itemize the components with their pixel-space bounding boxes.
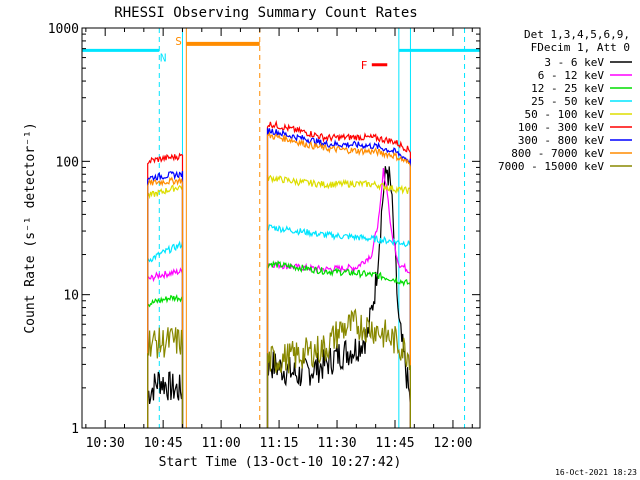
series-line-6 bbox=[266, 128, 411, 428]
x-tick-label: 12:00 bbox=[433, 436, 472, 451]
x-axis: 10:30 10:45 11:00 11:15 11:30 11:45 12:00 bbox=[85, 28, 473, 451]
y-axis: 1 10 100 1000 bbox=[48, 22, 480, 437]
chart-title: RHESSI Observing Summary Count Rates bbox=[114, 5, 417, 21]
y-axis-label: Count Rate (s⁻¹ detector⁻¹) bbox=[23, 122, 38, 333]
series-line-7 bbox=[147, 176, 184, 428]
series-line-0 bbox=[266, 166, 411, 428]
series-line-4 bbox=[266, 174, 411, 428]
series-line-6 bbox=[147, 170, 184, 428]
legend-label-7: 800 - 7000 keV bbox=[511, 147, 604, 160]
legend-label-2: 12 - 25 keV bbox=[531, 82, 604, 95]
x-axis-label: Start Time (13-Oct-10 10:27:42) bbox=[159, 455, 402, 470]
series-line-3 bbox=[147, 240, 184, 428]
y-tick-label: 1 bbox=[71, 422, 79, 437]
legend-label-8: 7000 - 15000 keV bbox=[498, 160, 604, 173]
series-line-7 bbox=[266, 131, 411, 428]
timestamp: 16-Oct-2021 18:23 bbox=[555, 468, 637, 477]
legend-label-3: 25 - 50 keV bbox=[531, 95, 604, 108]
series-line-2 bbox=[147, 294, 184, 428]
x-tick-label: 11:45 bbox=[375, 436, 414, 451]
x-tick-label: 11:00 bbox=[202, 436, 241, 451]
series-line-8 bbox=[266, 308, 411, 428]
legend-label-4: 50 - 100 keV bbox=[525, 108, 605, 121]
series-line-3 bbox=[266, 224, 411, 428]
x-tick-label: 10:30 bbox=[86, 436, 125, 451]
series-line-1 bbox=[266, 167, 411, 428]
legend-header-line-2: FDecim 1, Att 0 bbox=[531, 41, 630, 54]
x-tick-label: 11:30 bbox=[317, 436, 356, 451]
legend-label-1: 6 - 12 keV bbox=[538, 69, 605, 82]
y-tick-label: 10 bbox=[63, 289, 79, 304]
plot-frame bbox=[81, 27, 481, 429]
marker-s: S bbox=[175, 35, 182, 48]
y-tick-label: 100 bbox=[56, 155, 79, 170]
series-line-1 bbox=[147, 267, 184, 428]
legend-header-line-1: Det 1,3,4,5,6,9, bbox=[524, 28, 630, 41]
series-line-4 bbox=[147, 184, 184, 428]
y-tick-label: 1000 bbox=[48, 22, 79, 37]
series-line-5 bbox=[147, 152, 184, 428]
plot-area: NS F bbox=[81, 28, 480, 428]
x-tick-label: 10:45 bbox=[144, 436, 183, 451]
x-tick-label: 11:15 bbox=[259, 436, 298, 451]
legend-label-6: 300 - 800 keV bbox=[518, 134, 604, 147]
legend-label-5: 100 - 300 keV bbox=[518, 121, 604, 134]
marker-n: N bbox=[160, 52, 167, 65]
series-line-8 bbox=[147, 327, 184, 428]
legend-label-0: 3 - 6 keV bbox=[544, 56, 604, 69]
series-line-0 bbox=[147, 371, 184, 428]
series-line-5 bbox=[266, 119, 411, 428]
legend: Det 1,3,4,5,6,9, FDecim 1, Att 0 3 - 6 k… bbox=[498, 28, 632, 173]
series-line-2 bbox=[266, 260, 411, 428]
marker-f: F bbox=[361, 59, 368, 72]
